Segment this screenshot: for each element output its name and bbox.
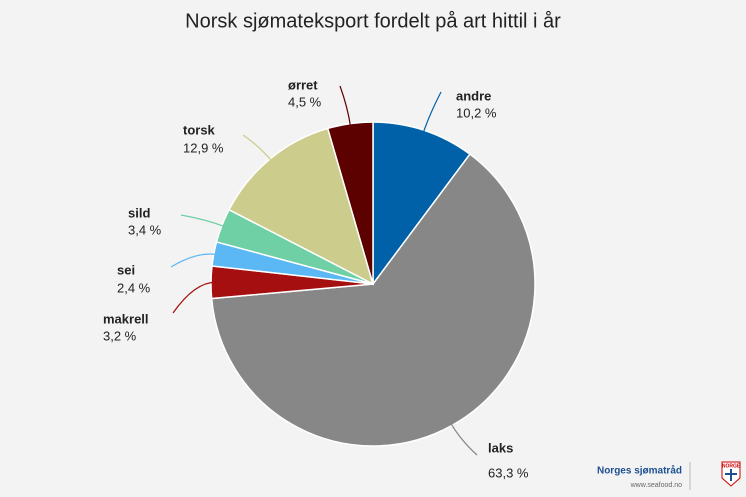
chart-title: Norsk sjømateksport fordelt på art hitti… <box>185 10 561 32</box>
category-label: sei <box>117 262 135 277</box>
logo-name: Norges sjømatråd <box>597 465 682 477</box>
logo-url: www.seafood.no <box>630 482 682 489</box>
leader-line <box>449 420 478 456</box>
leader-line <box>170 253 219 268</box>
value-label: 3,4 % <box>128 222 162 237</box>
value-label: 3,2 % <box>103 328 137 343</box>
category-label: makrell <box>103 311 149 326</box>
leader-line <box>180 214 227 228</box>
leader-line <box>242 134 274 164</box>
leader-line <box>421 91 442 136</box>
logo-cross <box>725 469 737 481</box>
logo-badge: NORGE <box>722 463 741 469</box>
category-label: torsk <box>183 122 216 137</box>
leader-line <box>339 85 352 129</box>
category-label: laks <box>488 440 513 455</box>
logo: Norges sjømatråd www.seafood.no NORGE <box>597 461 741 490</box>
category-label: ørret <box>288 77 318 92</box>
category-label: sild <box>128 205 150 220</box>
value-label: 63,3 % <box>488 465 529 480</box>
value-label: 12,9 % <box>183 140 224 155</box>
value-label: 10,2 % <box>456 105 497 120</box>
value-label: 4,5 % <box>288 94 322 109</box>
leader-line <box>172 281 216 314</box>
category-label: andre <box>456 88 491 103</box>
value-label: 2,4 % <box>117 280 151 295</box>
